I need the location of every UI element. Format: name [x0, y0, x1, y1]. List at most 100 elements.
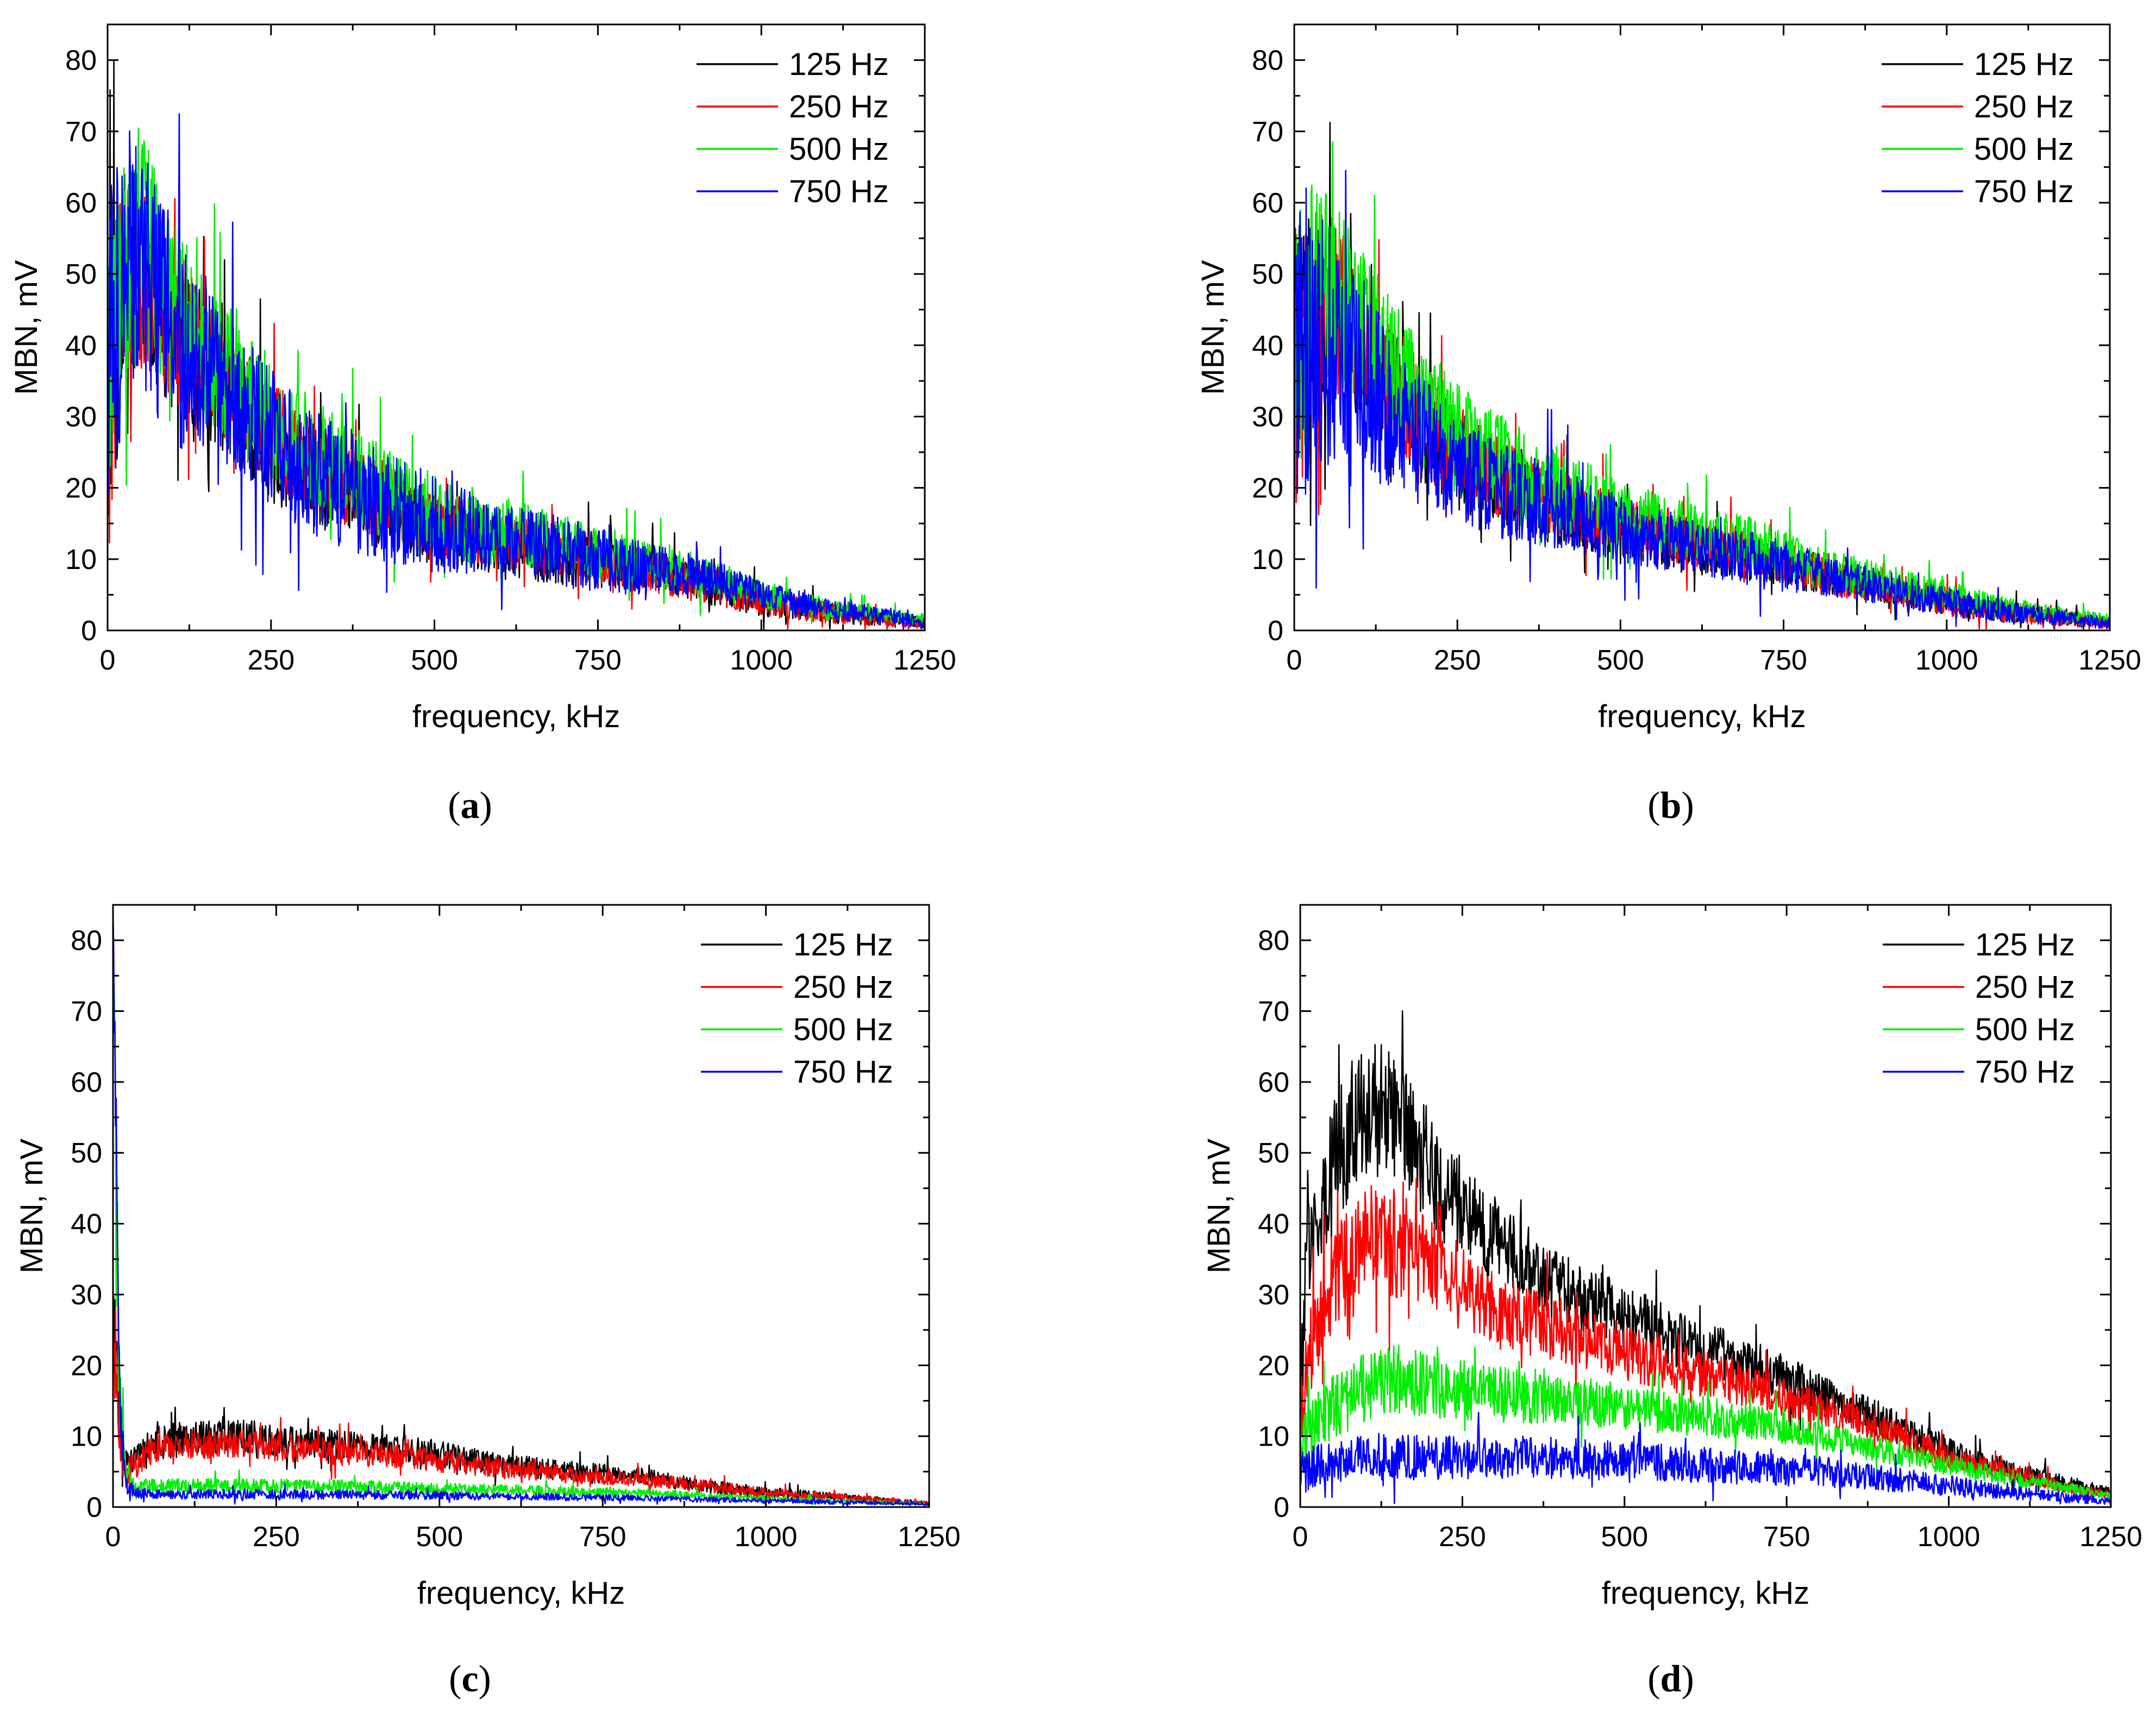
panel-caption-a: (a) — [448, 785, 492, 827]
panel-caption-d: (d) — [1647, 1658, 1694, 1700]
x-tick-label: 1250 — [893, 645, 956, 676]
x-tick-label: 0 — [1287, 645, 1302, 676]
y-tick-label: 20 — [1258, 1350, 1289, 1382]
x-tick-label: 1000 — [1917, 1521, 1980, 1553]
y-tick-label: 20 — [65, 473, 97, 504]
legend-label: 250 Hz — [789, 89, 889, 124]
legend-label: 250 Hz — [1974, 89, 2074, 124]
y-tick-label: 0 — [1268, 615, 1283, 647]
plot-data — [1300, 1010, 2111, 1505]
series-line-500-hz — [1294, 141, 2110, 627]
y-axis-title: MBN, mV — [1195, 260, 1231, 395]
panel-caption-b: (b) — [1647, 785, 1694, 827]
legend-label: 750 Hz — [793, 1054, 893, 1090]
y-tick-label: 40 — [65, 330, 97, 361]
legend-label: 750 Hz — [789, 174, 889, 209]
legend-label: 500 Hz — [793, 1012, 893, 1047]
y-tick-label: 60 — [65, 187, 97, 219]
chart-panel-a: 0 250 500 750 1000 1250 0 10 20 30 40 50 60 70 80 frequ… — [9, 23, 956, 827]
legend-label: 500 Hz — [1974, 132, 2074, 167]
y-tick-label: 60 — [71, 1067, 102, 1098]
y-tick-label: 30 — [1258, 1279, 1289, 1311]
x-tick-label: 1000 — [730, 645, 793, 676]
series-line-750-hz — [1294, 170, 2110, 630]
x-tick-label: 250 — [1439, 1521, 1486, 1553]
x-tick-label: 500 — [1597, 645, 1644, 676]
legend-label: 125 Hz — [793, 927, 893, 962]
y-tick-label: 10 — [1252, 544, 1283, 576]
x-axis-title: frequency, kHz — [417, 1576, 625, 1611]
x-tick-label: 500 — [416, 1521, 463, 1553]
y-tick-label: 30 — [1252, 401, 1283, 433]
x-tick-label: 1250 — [2079, 1521, 2142, 1553]
y-tick-label: 50 — [65, 259, 97, 290]
series-line-250-hz — [113, 1308, 929, 1505]
y-tick-label: 50 — [1258, 1137, 1289, 1169]
y-tick-label: 60 — [1252, 187, 1283, 219]
y-tick-label: 30 — [65, 401, 97, 433]
y-tick-label: 50 — [71, 1137, 102, 1169]
plot-data — [1294, 122, 2110, 630]
legend-label: 500 Hz — [1975, 1012, 2075, 1047]
panel-caption-c: (c) — [449, 1658, 491, 1700]
legend-label: 125 Hz — [1974, 47, 2074, 82]
y-axis-title: MBN, mV — [9, 260, 44, 395]
y-tick-label: 70 — [65, 116, 97, 148]
x-axis-title: frequency, kHz — [1602, 1576, 1810, 1611]
y-tick-label: 50 — [1252, 259, 1283, 290]
x-tick-label: 500 — [1601, 1521, 1648, 1553]
y-tick-label: 10 — [71, 1421, 102, 1453]
y-tick-label: 70 — [1258, 996, 1289, 1028]
x-tick-label: 500 — [411, 645, 458, 676]
x-tick-label: 1250 — [2078, 645, 2141, 676]
y-tick-label: 10 — [65, 544, 97, 576]
x-axis-title: frequency, kHz — [1598, 699, 1806, 734]
series-line-750-hz — [1300, 1411, 2111, 1505]
x-tick-label: 250 — [247, 645, 294, 676]
y-tick-label: 80 — [65, 45, 97, 77]
legend-label: 750 Hz — [1974, 174, 2074, 209]
x-tick-label: 750 — [574, 645, 622, 676]
x-tick-label: 750 — [1763, 1521, 1810, 1553]
legend-label: 250 Hz — [793, 970, 893, 1005]
series-line-250-hz — [1300, 1177, 2111, 1501]
legend-label: 125 Hz — [1975, 927, 2075, 962]
y-tick-label: 80 — [1258, 925, 1289, 957]
x-tick-label: 1250 — [898, 1521, 961, 1553]
y-tick-label: 20 — [1252, 473, 1283, 504]
y-tick-label: 70 — [1252, 116, 1283, 148]
x-tick-label: 0 — [105, 1521, 121, 1553]
y-tick-label: 30 — [71, 1279, 102, 1311]
y-tick-label: 0 — [1274, 1492, 1289, 1523]
y-tick-label: 10 — [1258, 1421, 1289, 1453]
y-tick-label: 20 — [71, 1350, 102, 1382]
series-line-500-hz — [1300, 1345, 2111, 1503]
x-tick-label: 750 — [1760, 645, 1807, 676]
chart-panel-c: 0 250 500 750 1000 1250 0 10 20 30 40 50 60 70 80 frequ… — [14, 904, 961, 1700]
y-tick-label: 80 — [71, 925, 102, 957]
x-tick-label: 1000 — [735, 1521, 798, 1553]
x-tick-label: 0 — [100, 645, 116, 676]
y-tick-label: 40 — [1252, 330, 1283, 361]
y-axis-title: MBN, mV — [14, 1139, 49, 1273]
y-tick-label: 0 — [81, 615, 97, 647]
x-tick-label: 1000 — [1915, 645, 1978, 676]
x-axis-title: frequency, kHz — [412, 699, 621, 734]
x-tick-label: 250 — [253, 1521, 300, 1553]
y-tick-label: 70 — [71, 996, 102, 1028]
x-tick-label: 0 — [1293, 1521, 1308, 1553]
chart-panel-b: 0 250 500 750 1000 1250 0 10 20 30 40 50 60 70 80 frequ… — [1195, 23, 2141, 827]
chart-panel-d: 0 250 500 750 1000 1250 0 10 20 30 40 50 60 70 80 frequ… — [1201, 904, 2142, 1700]
y-tick-label: 80 — [1252, 45, 1283, 77]
y-tick-label: 40 — [1258, 1209, 1289, 1240]
legend-label: 500 Hz — [789, 132, 889, 167]
series-line-500-hz — [113, 978, 929, 1506]
legend-label: 125 Hz — [789, 47, 889, 82]
y-tick-label: 0 — [86, 1492, 102, 1523]
y-tick-label: 40 — [71, 1209, 102, 1240]
series-line-750-hz — [108, 113, 925, 630]
legend-label: 250 Hz — [1975, 970, 2075, 1005]
y-axis-title: MBN, mV — [1201, 1139, 1237, 1273]
legend-label: 750 Hz — [1975, 1054, 2075, 1090]
